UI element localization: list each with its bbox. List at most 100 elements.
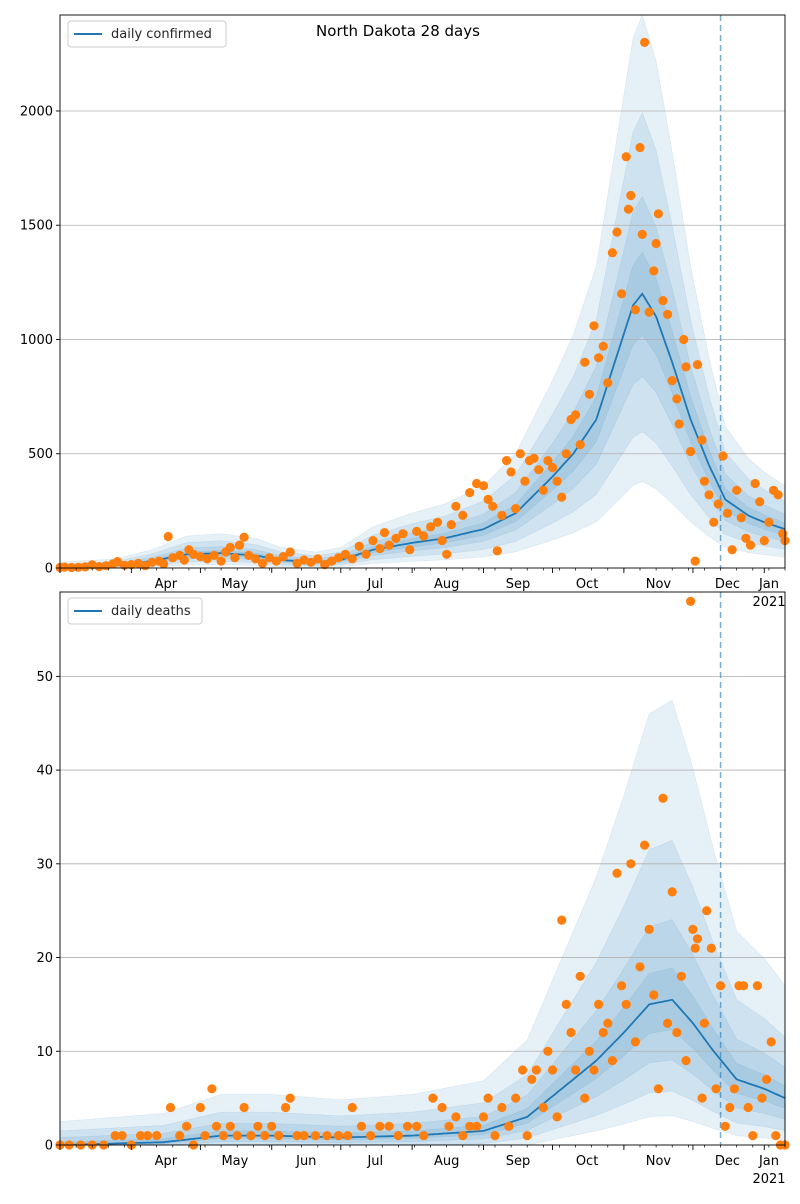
x-tick-label: Dec bbox=[715, 1154, 740, 1169]
deaths-panel: 0 10 20 30 40 50 Apr May Jun Jul Aug Sep Oct Nov Dec Ja… bbox=[36, 591, 790, 1187]
data-point bbox=[771, 1131, 781, 1141]
confirmed-legend[interactable]: daily confirmed bbox=[67, 20, 227, 48]
data-point bbox=[640, 37, 650, 48]
data-point bbox=[497, 510, 507, 520]
x-tick-label: Jan bbox=[758, 577, 779, 592]
data-point bbox=[340, 549, 350, 559]
data-point bbox=[697, 1093, 707, 1103]
data-point bbox=[133, 558, 143, 569]
data-point bbox=[688, 924, 698, 935]
x-tick-label: Jul bbox=[366, 577, 383, 592]
data-point bbox=[426, 522, 436, 532]
data-point bbox=[239, 532, 249, 542]
data-point bbox=[278, 552, 288, 562]
data-point bbox=[584, 389, 595, 399]
deaths-axes: 0 10 20 30 40 50 Apr May Jun Jul Aug Sep Oct Nov Dec Ja… bbox=[36, 591, 786, 1187]
data-point bbox=[136, 1131, 146, 1141]
data-point bbox=[736, 513, 746, 523]
data-point bbox=[483, 1093, 493, 1103]
data-point bbox=[182, 1121, 192, 1131]
deaths-legend[interactable]: daily deaths bbox=[67, 597, 203, 625]
y-tick-label: 30 bbox=[36, 857, 53, 872]
confirmed-panel: 0 500 1000 1500 2000 Apr May Jun Jul Aug Sep Oct Nov… bbox=[20, 14, 790, 610]
data-point bbox=[766, 1037, 776, 1047]
data-point bbox=[543, 456, 553, 466]
y-tick-label: 2000 bbox=[20, 104, 53, 119]
data-point bbox=[538, 485, 548, 495]
data-point bbox=[446, 520, 456, 530]
data-point bbox=[711, 1084, 721, 1094]
data-point bbox=[428, 1093, 438, 1103]
data-point bbox=[566, 1027, 576, 1038]
data-point bbox=[584, 1046, 595, 1056]
y-tick-label: 0 bbox=[45, 1139, 53, 1154]
data-point bbox=[211, 1121, 222, 1131]
data-point bbox=[299, 555, 309, 565]
data-point bbox=[234, 540, 245, 550]
data-point bbox=[375, 1121, 385, 1131]
confirmed-axes: 0 500 1000 1500 2000 Apr May Jun Jul Aug Sep Oct Nov… bbox=[20, 14, 786, 610]
y-tick-label: 50 bbox=[36, 670, 53, 685]
data-point bbox=[658, 793, 668, 803]
data-point bbox=[511, 504, 521, 514]
data-point bbox=[412, 526, 422, 537]
data-point bbox=[727, 545, 737, 555]
data-point bbox=[621, 152, 631, 162]
data-point bbox=[575, 971, 585, 981]
data-point bbox=[561, 999, 571, 1010]
data-point bbox=[356, 1121, 367, 1131]
x-tick-label: Sep bbox=[506, 1154, 531, 1169]
data-point bbox=[725, 1102, 735, 1113]
data-point bbox=[244, 550, 254, 561]
deaths-gridlines bbox=[60, 675, 785, 1052]
data-point bbox=[195, 1102, 205, 1113]
data-point bbox=[361, 549, 371, 559]
data-point bbox=[412, 1121, 422, 1131]
data-point bbox=[598, 341, 608, 351]
data-point bbox=[709, 517, 719, 527]
data-point bbox=[635, 142, 645, 153]
data-point bbox=[488, 501, 498, 511]
x-tick-label: Apr bbox=[155, 577, 178, 592]
data-point bbox=[745, 540, 756, 550]
data-point bbox=[451, 501, 461, 511]
data-point bbox=[716, 981, 726, 991]
y-tick-label: 0 bbox=[45, 562, 53, 577]
data-point bbox=[743, 1102, 753, 1113]
data-point bbox=[623, 204, 634, 214]
data-point bbox=[607, 1056, 618, 1066]
data-point bbox=[327, 556, 337, 566]
data-point bbox=[281, 1102, 291, 1113]
data-point bbox=[580, 357, 590, 367]
data-point bbox=[729, 1084, 740, 1094]
data-point bbox=[506, 467, 516, 477]
data-point bbox=[617, 289, 627, 299]
data-point bbox=[368, 536, 378, 546]
data-point bbox=[313, 554, 323, 564]
axes-frame bbox=[59, 14, 786, 569]
data-point bbox=[603, 1018, 613, 1028]
data-point bbox=[699, 476, 710, 486]
data-point bbox=[504, 1121, 514, 1131]
data-point bbox=[458, 510, 468, 520]
chart-title: North Dakota 28 days bbox=[316, 22, 480, 40]
data-point bbox=[644, 307, 654, 317]
legend-label-deaths: daily deaths bbox=[111, 604, 191, 619]
data-point bbox=[732, 485, 742, 495]
data-point bbox=[354, 541, 364, 551]
confirmed-gridlines bbox=[60, 110, 785, 455]
data-point bbox=[722, 508, 733, 518]
data-point bbox=[686, 596, 696, 607]
data-point bbox=[692, 360, 703, 370]
data-point bbox=[465, 1121, 475, 1131]
data-point bbox=[299, 1131, 309, 1141]
data-point bbox=[257, 558, 268, 569]
data-point bbox=[663, 309, 673, 319]
data-point bbox=[759, 536, 769, 546]
data-point bbox=[320, 560, 330, 570]
data-point bbox=[112, 557, 123, 567]
data-point bbox=[520, 476, 530, 486]
data-point bbox=[239, 1102, 249, 1113]
